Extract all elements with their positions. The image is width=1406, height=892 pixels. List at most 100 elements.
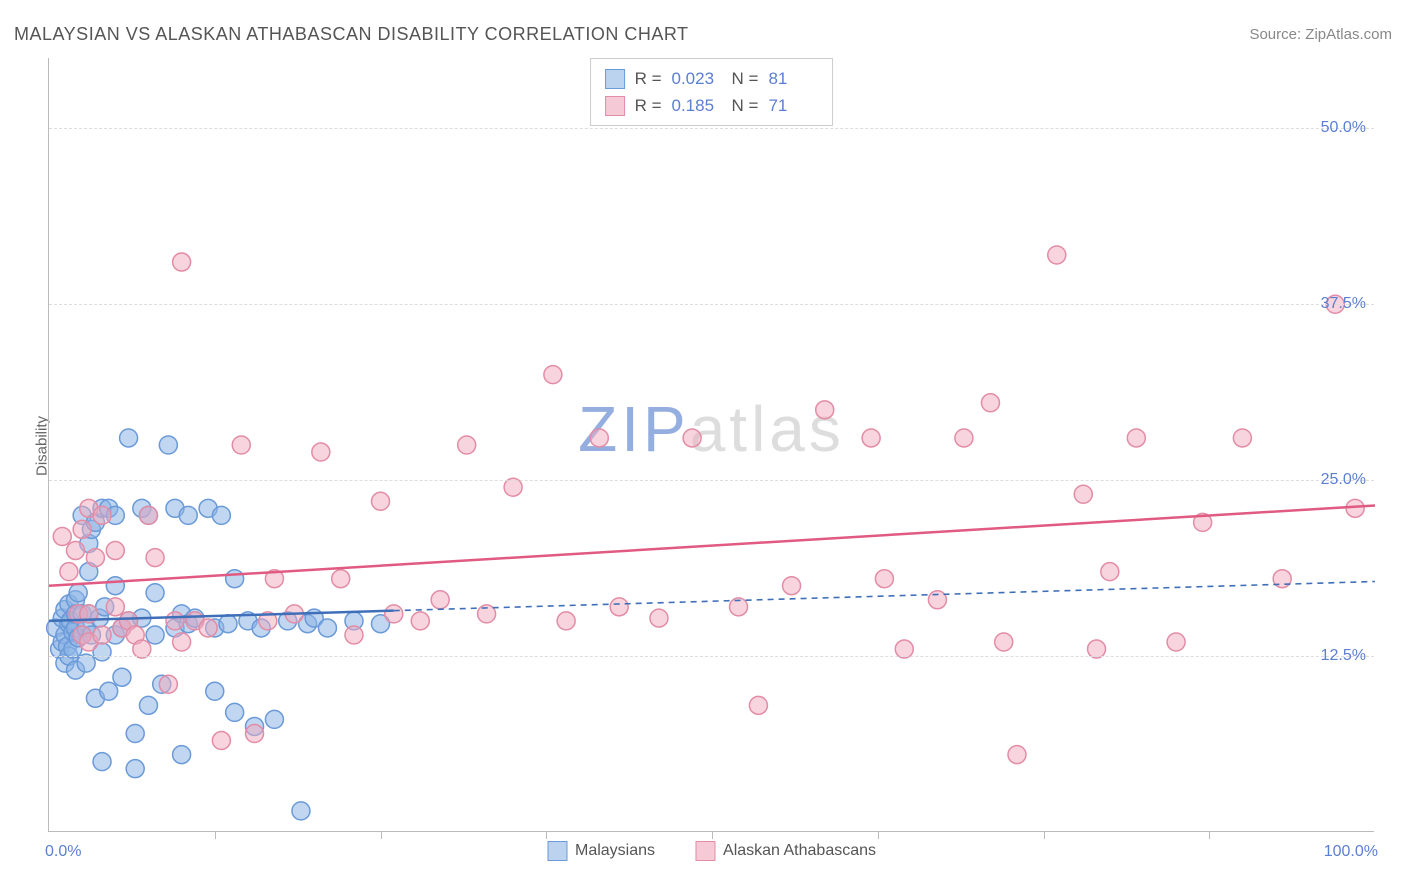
- scatter-point: [1048, 246, 1066, 264]
- x-axis-max-label: 100.0%: [1324, 843, 1378, 861]
- chart-container: MALAYSIAN VS ALASKAN ATHABASCAN DISABILI…: [0, 0, 1406, 892]
- x-tick: [712, 831, 713, 839]
- scatter-point: [146, 626, 164, 644]
- scatter-point: [431, 591, 449, 609]
- scatter-point: [100, 682, 118, 700]
- legend-swatch: [695, 841, 715, 861]
- legend-item: Malaysians: [547, 841, 655, 861]
- legend-label: Malaysians: [575, 842, 655, 860]
- scatter-point: [139, 506, 157, 524]
- scatter-point: [146, 549, 164, 567]
- plot-area: ZIPatlas R =0.023N =81R =0.185N =71 0.0%…: [48, 58, 1374, 832]
- scatter-point: [345, 626, 363, 644]
- scatter-point: [179, 506, 197, 524]
- scatter-point: [372, 492, 390, 510]
- scatter-point: [292, 802, 310, 820]
- scatter-point: [67, 542, 85, 560]
- scatter-point: [53, 527, 71, 545]
- scatter-point: [246, 724, 264, 742]
- scatter-point: [69, 584, 87, 602]
- scatter-point: [86, 549, 104, 567]
- scatter-point: [610, 598, 628, 616]
- scatter-point: [159, 436, 177, 454]
- y-tick-label: 12.5%: [1321, 647, 1366, 665]
- stat-r-label: R =: [635, 65, 662, 92]
- scatter-point: [1167, 633, 1185, 651]
- chart-title: MALAYSIAN VS ALASKAN ATHABASCAN DISABILI…: [14, 24, 689, 45]
- x-tick: [381, 831, 382, 839]
- trend-line-solid: [49, 506, 1375, 586]
- scatter-point: [411, 612, 429, 630]
- x-tick: [546, 831, 547, 839]
- scatter-point: [212, 506, 230, 524]
- scatter-point: [749, 696, 767, 714]
- scatter-point: [106, 598, 124, 616]
- scatter-point: [106, 542, 124, 560]
- header: MALAYSIAN VS ALASKAN ATHABASCAN DISABILI…: [14, 24, 1392, 45]
- scatter-point: [332, 570, 350, 588]
- legend-swatch: [605, 96, 625, 116]
- scatter-point: [126, 760, 144, 778]
- scatter-point: [60, 563, 78, 581]
- scatter-point: [683, 429, 701, 447]
- stats-row: R = 0.185 N = 71: [605, 92, 819, 119]
- scatter-point: [93, 753, 111, 771]
- stat-n-value: 71: [768, 92, 818, 119]
- y-tick-label: 50.0%: [1321, 119, 1366, 137]
- scatter-point: [93, 626, 111, 644]
- scatter-point: [1101, 563, 1119, 581]
- scatter-point: [159, 675, 177, 693]
- x-axis-min-label: 0.0%: [45, 843, 81, 861]
- x-tick: [878, 831, 879, 839]
- scatter-point: [557, 612, 575, 630]
- scatter-point: [126, 724, 144, 742]
- stat-n-label: N =: [732, 92, 759, 119]
- scatter-point: [212, 732, 230, 750]
- scatter-point: [783, 577, 801, 595]
- source-attribution: Source: ZipAtlas.com: [1249, 26, 1392, 43]
- legend-item: Alaskan Athabascans: [695, 841, 876, 861]
- scatter-point: [226, 570, 244, 588]
- scatter-point: [928, 591, 946, 609]
- scatter-point: [544, 366, 562, 384]
- scatter-point: [312, 443, 330, 461]
- stat-r-value: 0.023: [672, 65, 722, 92]
- gridline: [49, 480, 1374, 481]
- gridline: [49, 304, 1374, 305]
- x-tick: [1209, 831, 1210, 839]
- scatter-point: [206, 682, 224, 700]
- scatter-point: [93, 506, 111, 524]
- scatter-point: [106, 577, 124, 595]
- scatter-point: [981, 394, 999, 412]
- scatter-point: [458, 436, 476, 454]
- gridline: [49, 128, 1374, 129]
- scatter-point: [173, 746, 191, 764]
- scatter-point: [1008, 746, 1026, 764]
- stats-legend-box: R = 0.023 N = 81 R = 0.185 N = 71: [590, 58, 834, 126]
- stat-r-value: 0.185: [672, 92, 722, 119]
- stat-r-label: R =: [635, 92, 662, 119]
- stats-row: R = 0.023 N = 81: [605, 65, 819, 92]
- scatter-point: [1127, 429, 1145, 447]
- scatter-svg: [49, 58, 1374, 831]
- scatter-point: [1233, 429, 1251, 447]
- scatter-point: [139, 696, 157, 714]
- x-tick: [1044, 831, 1045, 839]
- scatter-point: [173, 253, 191, 271]
- legend-label: Alaskan Athabascans: [723, 842, 876, 860]
- scatter-point: [875, 570, 893, 588]
- scatter-point: [173, 633, 191, 651]
- stat-n-label: N =: [732, 65, 759, 92]
- scatter-point: [955, 429, 973, 447]
- scatter-point: [318, 619, 336, 637]
- scatter-point: [265, 710, 283, 728]
- legend-swatch: [547, 841, 567, 861]
- scatter-point: [226, 703, 244, 721]
- scatter-point: [995, 633, 1013, 651]
- stat-n-value: 81: [768, 65, 818, 92]
- legend-bottom: Malaysians Alaskan Athabascans: [547, 841, 876, 861]
- scatter-point: [232, 436, 250, 454]
- scatter-point: [219, 615, 237, 633]
- scatter-point: [385, 605, 403, 623]
- scatter-point: [146, 584, 164, 602]
